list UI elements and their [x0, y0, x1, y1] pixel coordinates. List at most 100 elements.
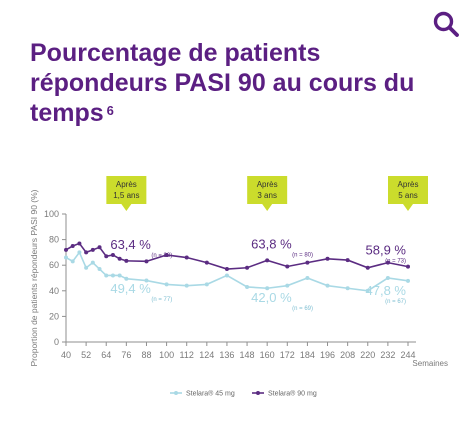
data-point-45mg — [365, 288, 370, 293]
x-tick-label: 220 — [360, 350, 375, 360]
data-point-45mg — [305, 276, 310, 280]
data-point-90mg — [204, 260, 209, 265]
legend-swatch-point — [174, 391, 178, 395]
callout-box — [247, 176, 288, 211]
data-point-45mg — [325, 283, 330, 288]
y-axis-label: Proportion de patients répondeurs PASI 9… — [29, 189, 39, 366]
data-point-90mg — [110, 252, 115, 257]
callout-line2: 5 ans — [398, 191, 418, 200]
x-tick-label: 100 — [159, 350, 174, 360]
x-tick-label: 64 — [101, 350, 111, 360]
n-label: (n = 67) — [385, 299, 406, 305]
y-tick-label: 0 — [54, 337, 59, 347]
data-point-45mg — [104, 273, 109, 278]
data-point-45mg — [70, 259, 75, 264]
data-point-90mg — [144, 259, 149, 264]
value-label: 58,9 % — [366, 243, 407, 258]
data-point-45mg — [77, 250, 82, 255]
n-label: (n = 73) — [385, 259, 406, 265]
n-label: (n = 77) — [151, 297, 172, 303]
data-point-90mg — [77, 241, 82, 246]
data-point-90mg — [164, 252, 169, 257]
n-label: (n = 82) — [151, 253, 172, 259]
n-label: (n = 69) — [292, 306, 313, 312]
x-tick-label: 52 — [81, 350, 91, 360]
data-point-45mg — [144, 278, 149, 283]
data-point-45mg — [204, 282, 209, 287]
data-point-90mg — [124, 258, 129, 263]
value-label: 49,4 % — [110, 281, 151, 296]
data-point-90mg — [70, 244, 75, 248]
data-point-45mg — [124, 276, 129, 281]
callout-line2: 1,5 ans — [113, 191, 139, 200]
callout-box — [388, 176, 428, 211]
data-point-90mg — [97, 245, 102, 250]
data-point-45mg — [285, 283, 290, 288]
x-tick-label: 112 — [180, 350, 194, 360]
callout-line1: Après — [116, 180, 137, 189]
data-point-45mg — [90, 260, 95, 265]
x-tick-label: 136 — [219, 350, 234, 360]
y-tick-label: 80 — [49, 235, 59, 245]
data-point-90mg — [345, 258, 350, 263]
legend-label: Stelara® 90 mg — [268, 390, 317, 398]
n-label: (n = 80) — [292, 252, 313, 258]
data-point-90mg — [64, 247, 68, 252]
x-tick-label: 244 — [400, 350, 415, 360]
data-point-45mg — [385, 276, 390, 280]
data-point-45mg — [110, 273, 115, 278]
title-footnote: 6 — [106, 103, 114, 118]
data-point-90mg — [325, 256, 330, 261]
y-tick-label: 20 — [49, 311, 59, 321]
legend-swatch-point — [256, 391, 260, 395]
title-text: Pourcentage de patients répondeurs PASI … — [30, 39, 415, 127]
data-point-45mg — [345, 286, 350, 291]
data-point-90mg — [365, 265, 370, 270]
y-tick-label: 60 — [49, 260, 59, 270]
data-point-90mg — [265, 258, 270, 263]
x-tick-label: 184 — [300, 350, 315, 360]
callout-line1: Après — [257, 180, 278, 189]
page-title: Pourcentage de patients répondeurs PASI … — [30, 38, 430, 128]
x-tick-label: 232 — [380, 350, 395, 360]
legend-label: Stelara® 45 mg — [186, 390, 235, 398]
x-tick-label: 124 — [199, 350, 214, 360]
y-tick-label: 40 — [49, 286, 59, 296]
data-point-90mg — [90, 247, 95, 252]
data-point-90mg — [385, 260, 390, 265]
data-point-90mg — [84, 250, 89, 255]
data-point-90mg — [117, 256, 122, 261]
data-point-45mg — [117, 273, 122, 278]
data-point-90mg — [184, 255, 189, 260]
data-point-45mg — [164, 282, 169, 287]
x-tick-label: 148 — [240, 350, 255, 360]
data-point-90mg — [104, 254, 109, 259]
value-label: 47,8 % — [366, 283, 407, 298]
callout-box — [106, 176, 147, 211]
search-icon[interactable] — [432, 10, 460, 38]
data-point-90mg — [285, 264, 290, 269]
callout-line2: 3 ans — [257, 191, 277, 200]
data-point-45mg — [97, 267, 102, 272]
value-label: 63,8 % — [251, 236, 292, 251]
pasi90-line-chart: 0 20 40 60 80 100 40 52 64 76 88 100 112 124 136 148 160… — [29, 176, 448, 398]
data-point-90mg — [305, 260, 310, 265]
value-label: 42,0 % — [251, 290, 292, 305]
x-tick-label: 208 — [340, 350, 355, 360]
data-point-45mg — [245, 284, 250, 289]
x-tick-label: 88 — [141, 350, 151, 360]
callout-line1: Après — [398, 180, 419, 189]
data-point-90mg — [406, 264, 410, 269]
value-label: 63,4 % — [110, 237, 151, 252]
data-point-90mg — [245, 265, 250, 270]
x-tick-label: 172 — [280, 350, 295, 360]
data-point-45mg — [64, 255, 68, 260]
x-tick-label: 76 — [121, 350, 131, 360]
y-tick-label: 100 — [44, 209, 59, 219]
x-tick-label: 196 — [320, 350, 335, 360]
data-point-45mg — [406, 278, 410, 283]
data-point-45mg — [224, 273, 229, 278]
data-point-45mg — [265, 286, 270, 291]
data-point-45mg — [84, 265, 89, 270]
x-tick-label: 160 — [260, 350, 275, 360]
